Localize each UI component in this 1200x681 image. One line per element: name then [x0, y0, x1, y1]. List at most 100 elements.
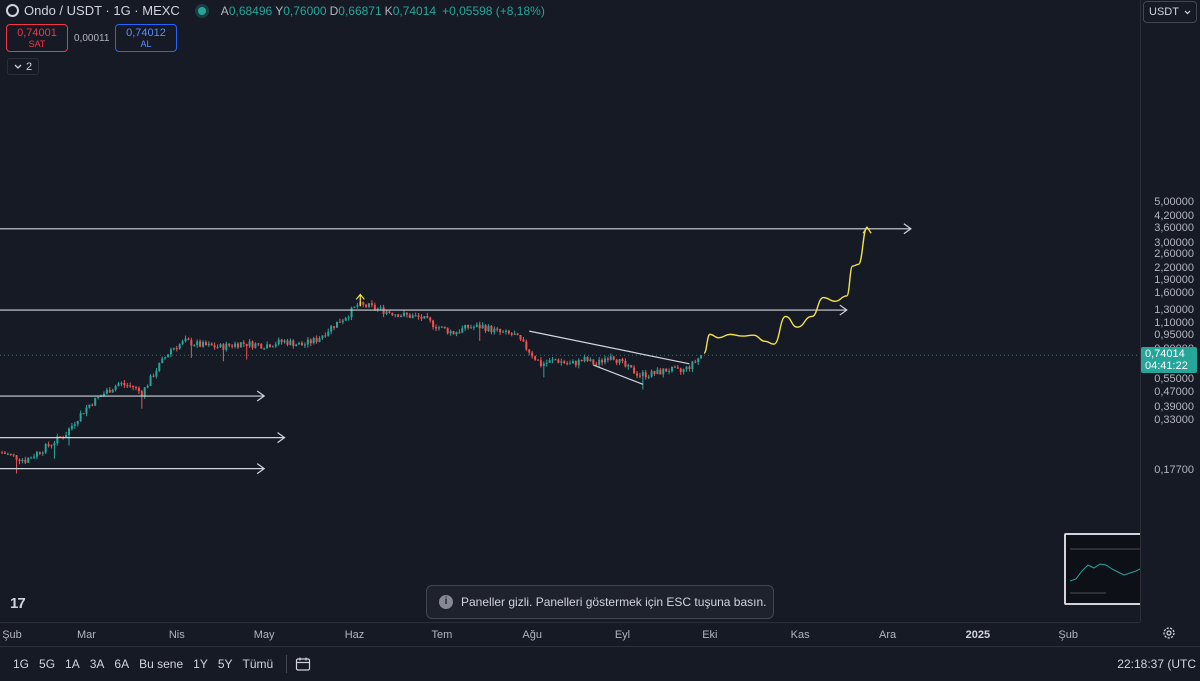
arrow-head-icon	[277, 432, 286, 444]
chart-pane[interactable]: Ondo / USDT · 1G · MEXC A0,68496 Y0,76000…	[0, 0, 1140, 622]
candle-body	[129, 385, 132, 387]
range-button[interactable]: 1Y	[193, 657, 208, 671]
candle-body	[123, 383, 126, 386]
range-button[interactable]: 6A	[114, 657, 130, 671]
symbol-title[interactable]: Ondo / USDT · 1G · MEXC	[24, 3, 180, 18]
candle-body	[193, 345, 196, 347]
candle-body	[213, 345, 216, 348]
sell-button[interactable]: 0,74001 SAT	[6, 24, 68, 52]
tradingview-logo[interactable]: 17	[10, 595, 26, 612]
candle-body	[245, 343, 248, 347]
candle-body	[420, 316, 423, 319]
candle-body	[85, 407, 88, 414]
candle-body	[3, 452, 6, 454]
range-button[interactable]: 5Y	[217, 657, 233, 671]
candle-body	[472, 326, 475, 328]
candle-body	[321, 335, 324, 339]
candle-body	[117, 383, 120, 386]
range-button[interactable]: 3A	[89, 657, 105, 671]
candle-body	[257, 343, 260, 345]
range-button[interactable]: Bu sene	[139, 657, 184, 671]
candle-body	[12, 454, 15, 456]
time-tick-label: Kas	[790, 629, 810, 641]
candle-body	[318, 338, 321, 342]
candle-body	[181, 341, 184, 345]
candle-body	[18, 459, 21, 462]
candle-body	[53, 443, 56, 446]
sell-label: SAT	[28, 39, 46, 49]
candle-body	[134, 387, 137, 389]
candle-body	[79, 413, 82, 422]
candle-body	[70, 425, 73, 429]
candle-body	[365, 304, 368, 307]
utc-clock[interactable]: 22:18:37 (UTC	[1117, 657, 1196, 671]
gear-icon[interactable]	[1162, 626, 1176, 640]
candle-body	[638, 375, 641, 377]
candle-body	[624, 360, 627, 367]
candle-body	[601, 359, 604, 363]
price-tick-label: 0,55000	[1154, 373, 1194, 386]
sell-price: 0,74001	[17, 27, 57, 39]
candle-body	[391, 312, 394, 316]
range-button[interactable]: Tümü	[242, 657, 274, 671]
candle-body	[452, 331, 455, 335]
ohlc-key: K	[384, 4, 393, 18]
candle-body	[356, 305, 359, 307]
candle-body	[65, 434, 68, 438]
candle-body	[574, 361, 577, 366]
candle-body	[301, 342, 304, 346]
ohlc-value: 0,74014	[392, 4, 437, 18]
candle-body	[76, 421, 79, 425]
time-tick-label: Tem	[431, 629, 453, 641]
candle-body	[592, 359, 595, 365]
candle-body	[222, 344, 225, 350]
candle-body	[210, 343, 213, 346]
range-button[interactable]: 5G	[39, 657, 56, 671]
candle-body	[324, 335, 327, 337]
candle-body	[461, 328, 464, 333]
candle-body	[542, 363, 545, 367]
price-tick-label: 1,10000	[1154, 317, 1194, 330]
time-axis[interactable]: Şub Mar Nis May Haz Tem Ağu Eyl Eki Kas Ara 2025 Şub	[0, 622, 1140, 646]
arrow-head-icon	[903, 223, 912, 235]
chart-minimap[interactable]	[1064, 533, 1140, 605]
candle-body	[507, 330, 510, 334]
price-tick-label: 4,20000	[1154, 209, 1194, 222]
candle-body	[239, 342, 242, 348]
price-axis[interactable]: 5,00000 4,20000 3,60000 3,00000 2,60000 2,200…	[1140, 0, 1200, 622]
buy-label: AL	[140, 39, 152, 49]
candle-body	[158, 363, 161, 371]
candle-body	[609, 356, 612, 360]
candle-body	[571, 361, 574, 364]
indicators-toggle-button[interactable]: 2	[7, 58, 40, 75]
candle-body	[102, 393, 105, 396]
candle-body	[373, 304, 376, 310]
candle-body	[697, 358, 700, 363]
range-button[interactable]: 1A	[65, 657, 80, 671]
candle-body	[216, 347, 219, 349]
currency-value: USDT	[1149, 6, 1179, 18]
candle-body	[580, 359, 583, 362]
candle-body	[126, 385, 129, 387]
price-chart[interactable]	[0, 0, 1140, 622]
time-tick-label: Mar	[76, 629, 96, 641]
candle-body	[152, 375, 155, 377]
range-button[interactable]: 1G	[13, 657, 30, 671]
candle-body	[327, 331, 330, 336]
calendar-range-icon[interactable]	[295, 656, 311, 672]
price-tick-label: 0,17700	[1154, 464, 1194, 476]
candle-body	[274, 344, 277, 347]
candle-body	[59, 436, 62, 438]
buy-button[interactable]: 0,74012 AL	[115, 24, 177, 52]
candle-body	[33, 456, 36, 458]
ohlc-key: Y	[275, 4, 284, 18]
candle-body	[155, 370, 158, 377]
candle-body	[469, 327, 472, 329]
candle-body	[598, 359, 601, 365]
candle-body	[204, 342, 207, 346]
currency-select[interactable]: USDT	[1143, 1, 1197, 23]
candle-body	[231, 345, 234, 347]
minimap-preview	[1066, 535, 1140, 603]
candle-body	[432, 320, 435, 328]
time-tick-label: May	[253, 629, 275, 641]
